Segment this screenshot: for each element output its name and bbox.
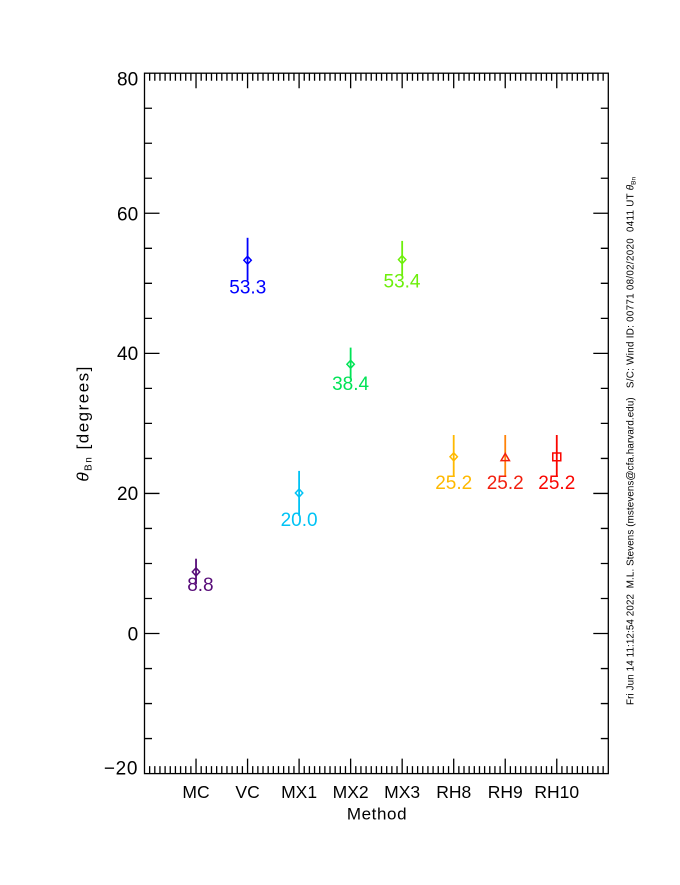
svg-text:8.8: 8.8 — [187, 575, 213, 596]
svg-text:80: 80 — [117, 70, 138, 91]
svg-text:−20: −20 — [104, 759, 138, 780]
svg-text:38.4: 38.4 — [332, 374, 369, 395]
svg-text:VC: VC — [235, 782, 259, 802]
svg-text:MC: MC — [182, 782, 209, 802]
svg-text:MX2: MX2 — [333, 782, 369, 802]
svg-text:RH10: RH10 — [534, 782, 579, 802]
svg-text:Fri Jun 14 11:12:54 2022 M.L.: Fri Jun 14 11:12:54 2022 M.L. Stevens (m… — [626, 177, 638, 705]
svg-text:0: 0 — [128, 625, 139, 646]
svg-text:MX1: MX1 — [281, 782, 317, 802]
svg-text:θBn [degrees]: θBn [degrees] — [74, 365, 95, 482]
svg-text:20.0: 20.0 — [281, 510, 318, 531]
svg-text:25.2: 25.2 — [435, 473, 472, 494]
svg-text:53.4: 53.4 — [384, 272, 421, 293]
svg-text:RH9: RH9 — [488, 782, 523, 802]
svg-text:Method: Method — [347, 804, 407, 823]
svg-text:RH8: RH8 — [436, 782, 471, 802]
svg-text:25.2: 25.2 — [538, 473, 575, 494]
svg-text:40: 40 — [117, 344, 138, 365]
svg-text:60: 60 — [117, 204, 138, 225]
svg-text:53.3: 53.3 — [229, 278, 266, 299]
svg-text:20: 20 — [117, 484, 138, 505]
svg-text:25.2: 25.2 — [487, 473, 524, 494]
svg-text:MX3: MX3 — [384, 782, 420, 802]
